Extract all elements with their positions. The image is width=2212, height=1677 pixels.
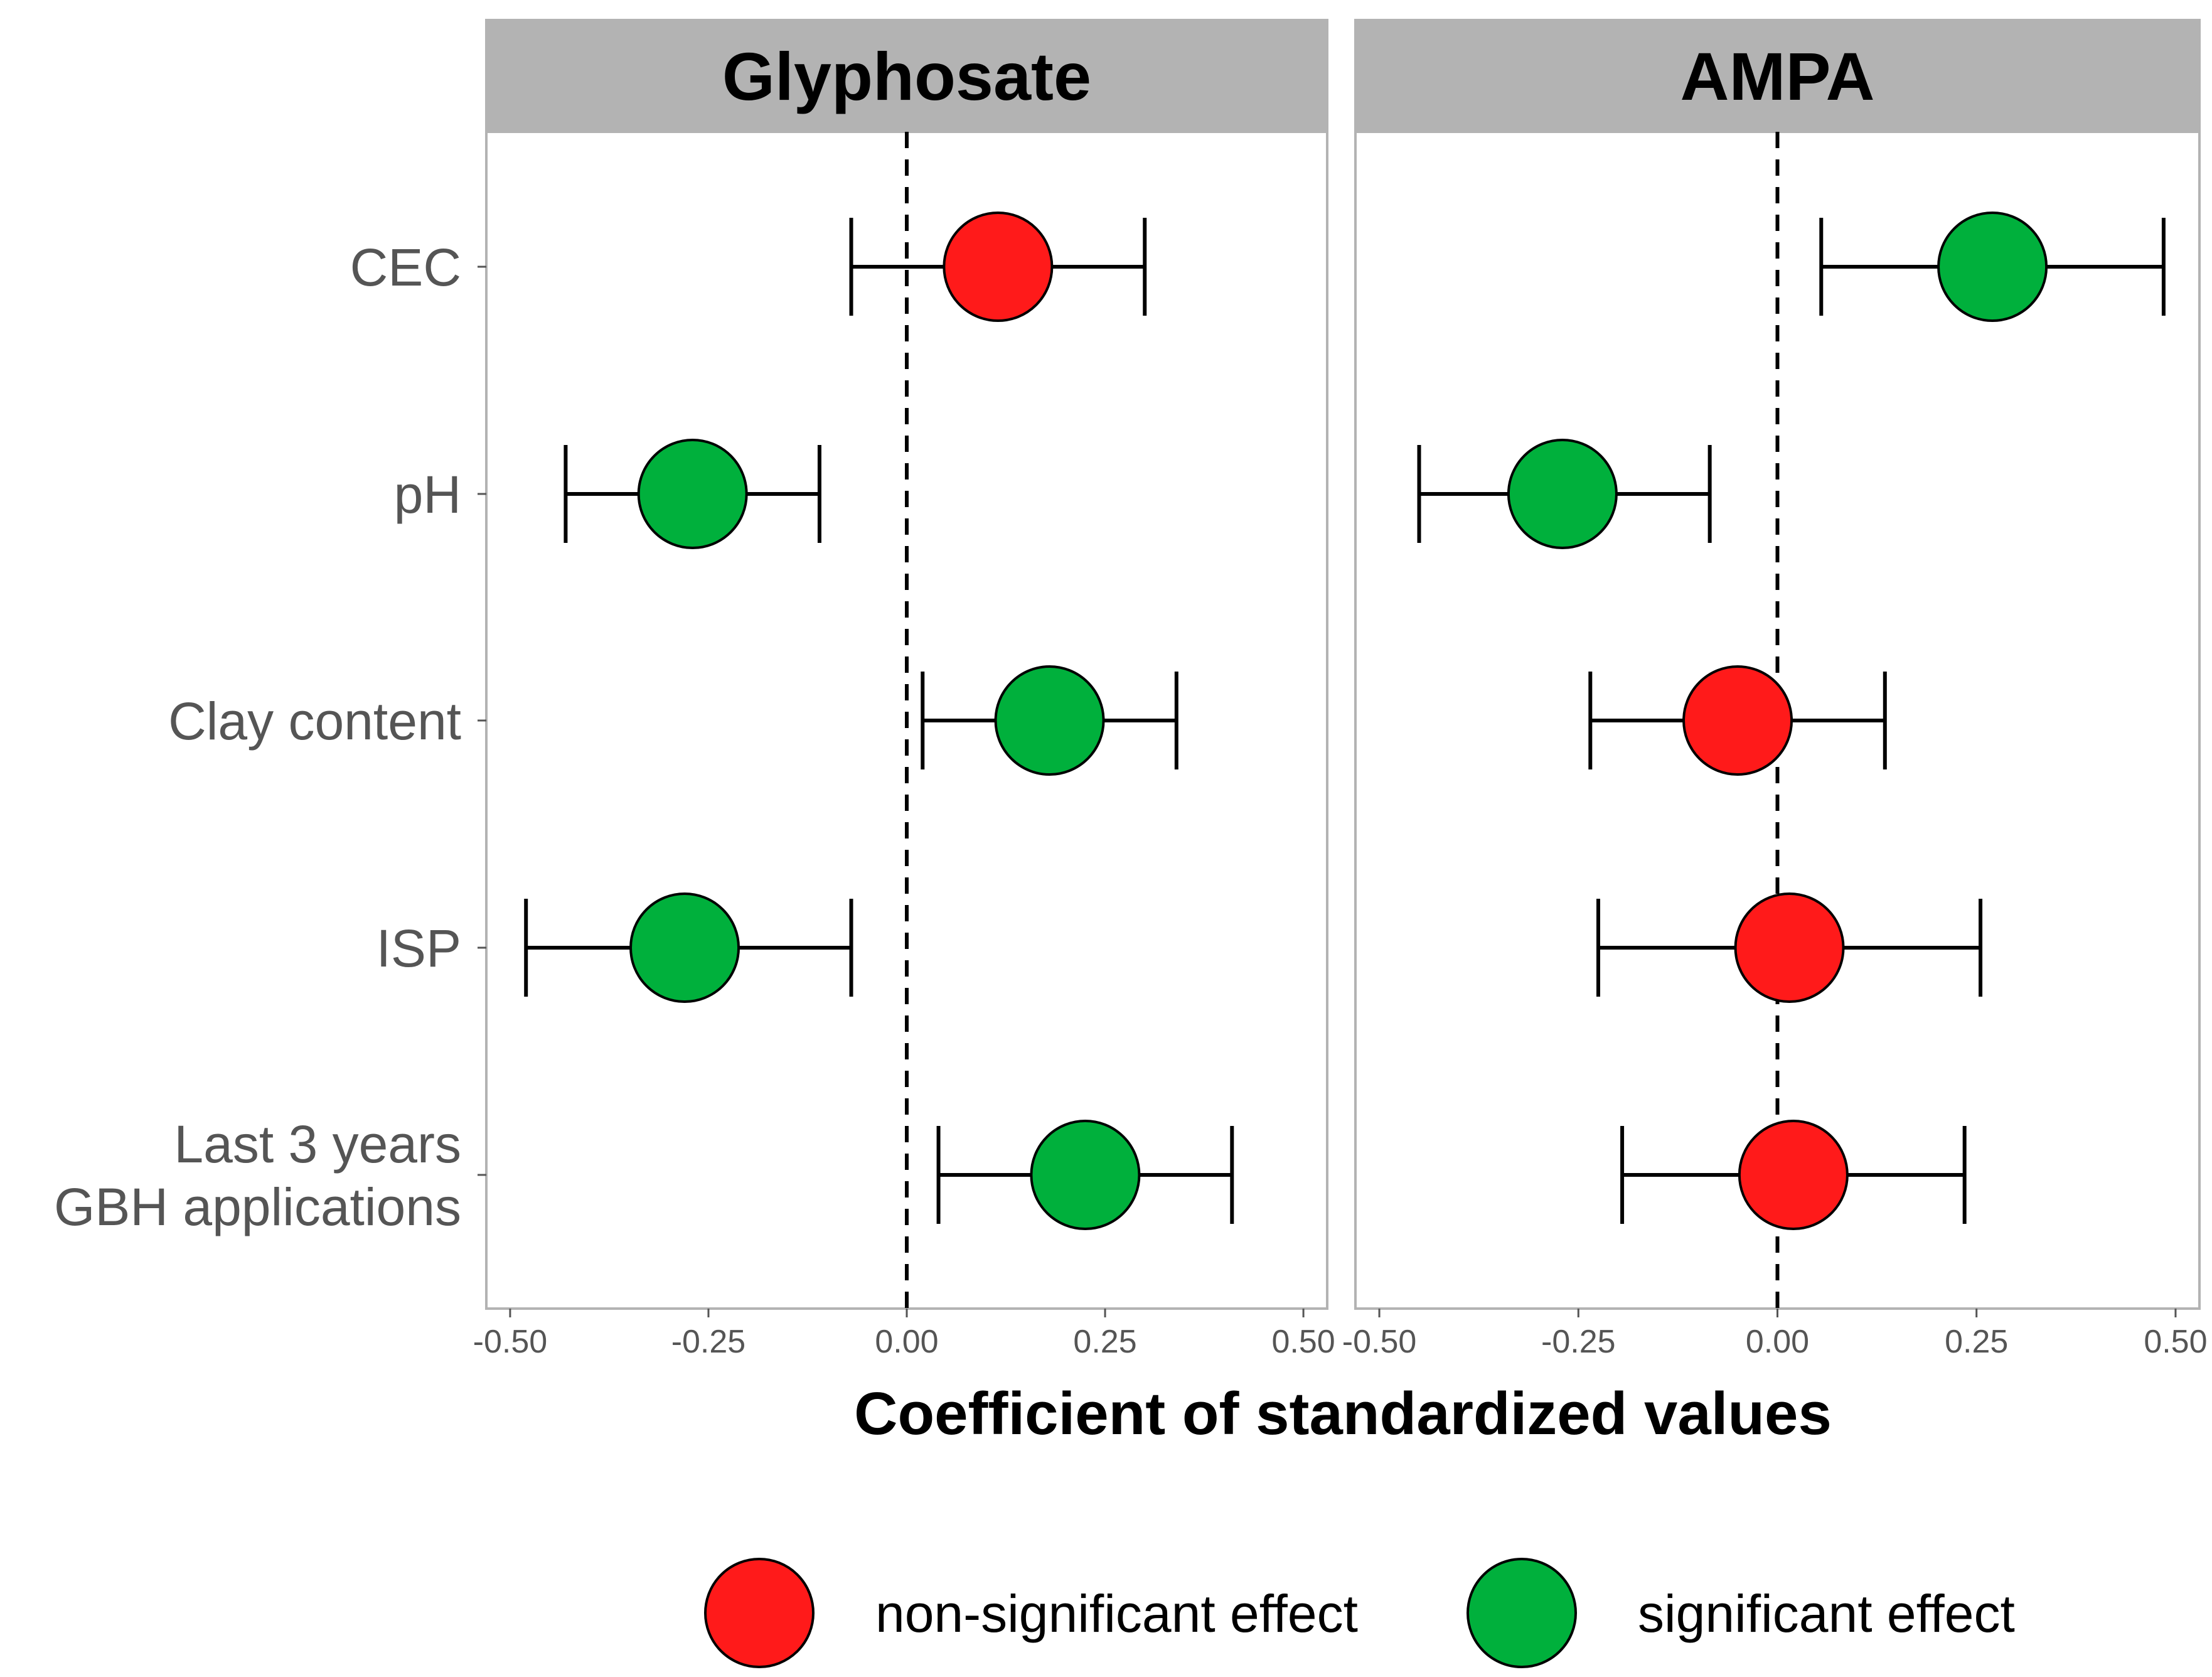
panel-1-point-5 — [1030, 1120, 1141, 1230]
panel-1-strip — [485, 19, 1328, 133]
panel-1-x-tick-label-4: 0.25 — [1073, 1324, 1136, 1360]
y-label-2: pH — [394, 465, 461, 524]
panel-2-x-tick-label-2: -0.25 — [1541, 1324, 1616, 1360]
legend-label-2: significant effect — [1638, 1584, 2015, 1643]
panel-1-point-1 — [943, 212, 1054, 322]
y-label-1: CEC — [350, 238, 461, 297]
panel-1-point-4 — [629, 892, 740, 1003]
legend-swatch-1 — [704, 1558, 815, 1668]
y-label-5-line-2: GBH applications — [54, 1177, 461, 1236]
y-label-5-line-1: Last 3 years — [174, 1115, 461, 1174]
panel-1-x-tick-label-2: -0.25 — [671, 1324, 746, 1360]
panel-2-x-tick-label-3: 0.00 — [1746, 1324, 1809, 1360]
panel-1-point-2 — [637, 439, 748, 549]
panel-1-title: Glyphosate — [722, 38, 1091, 114]
legend-label-1: non-significant effect — [875, 1584, 1358, 1643]
panel-1-x-tick-label-3: 0.00 — [875, 1324, 938, 1360]
panel-2-title: AMPA — [1680, 38, 1875, 114]
legend-swatch-2 — [1467, 1558, 1577, 1668]
y-label-4: ISP — [377, 919, 461, 978]
panel-2-point-4 — [1734, 892, 1845, 1003]
panel-2-x-tick-label-4: 0.25 — [1945, 1324, 2008, 1360]
x-axis-title: Coefficient of standardized values — [854, 1380, 1832, 1447]
panel-1-x-tick-label-1: -0.50 — [473, 1324, 548, 1360]
panel-2-strip — [1354, 19, 2201, 133]
panel-1-point-3 — [994, 665, 1105, 776]
panel-2-point-3 — [1682, 665, 1793, 776]
panel-2-x-tick-label-1: -0.50 — [1342, 1324, 1417, 1360]
panel-2-x-tick-label-5: 0.50 — [2144, 1324, 2207, 1360]
panel-2-point-1 — [1937, 212, 2048, 322]
panel-2-point-2 — [1507, 439, 1618, 549]
y-label-3: Clay content — [168, 692, 461, 751]
panel-1-x-tick-label-5: 0.50 — [1271, 1324, 1335, 1360]
panel-2-point-5 — [1738, 1120, 1849, 1230]
